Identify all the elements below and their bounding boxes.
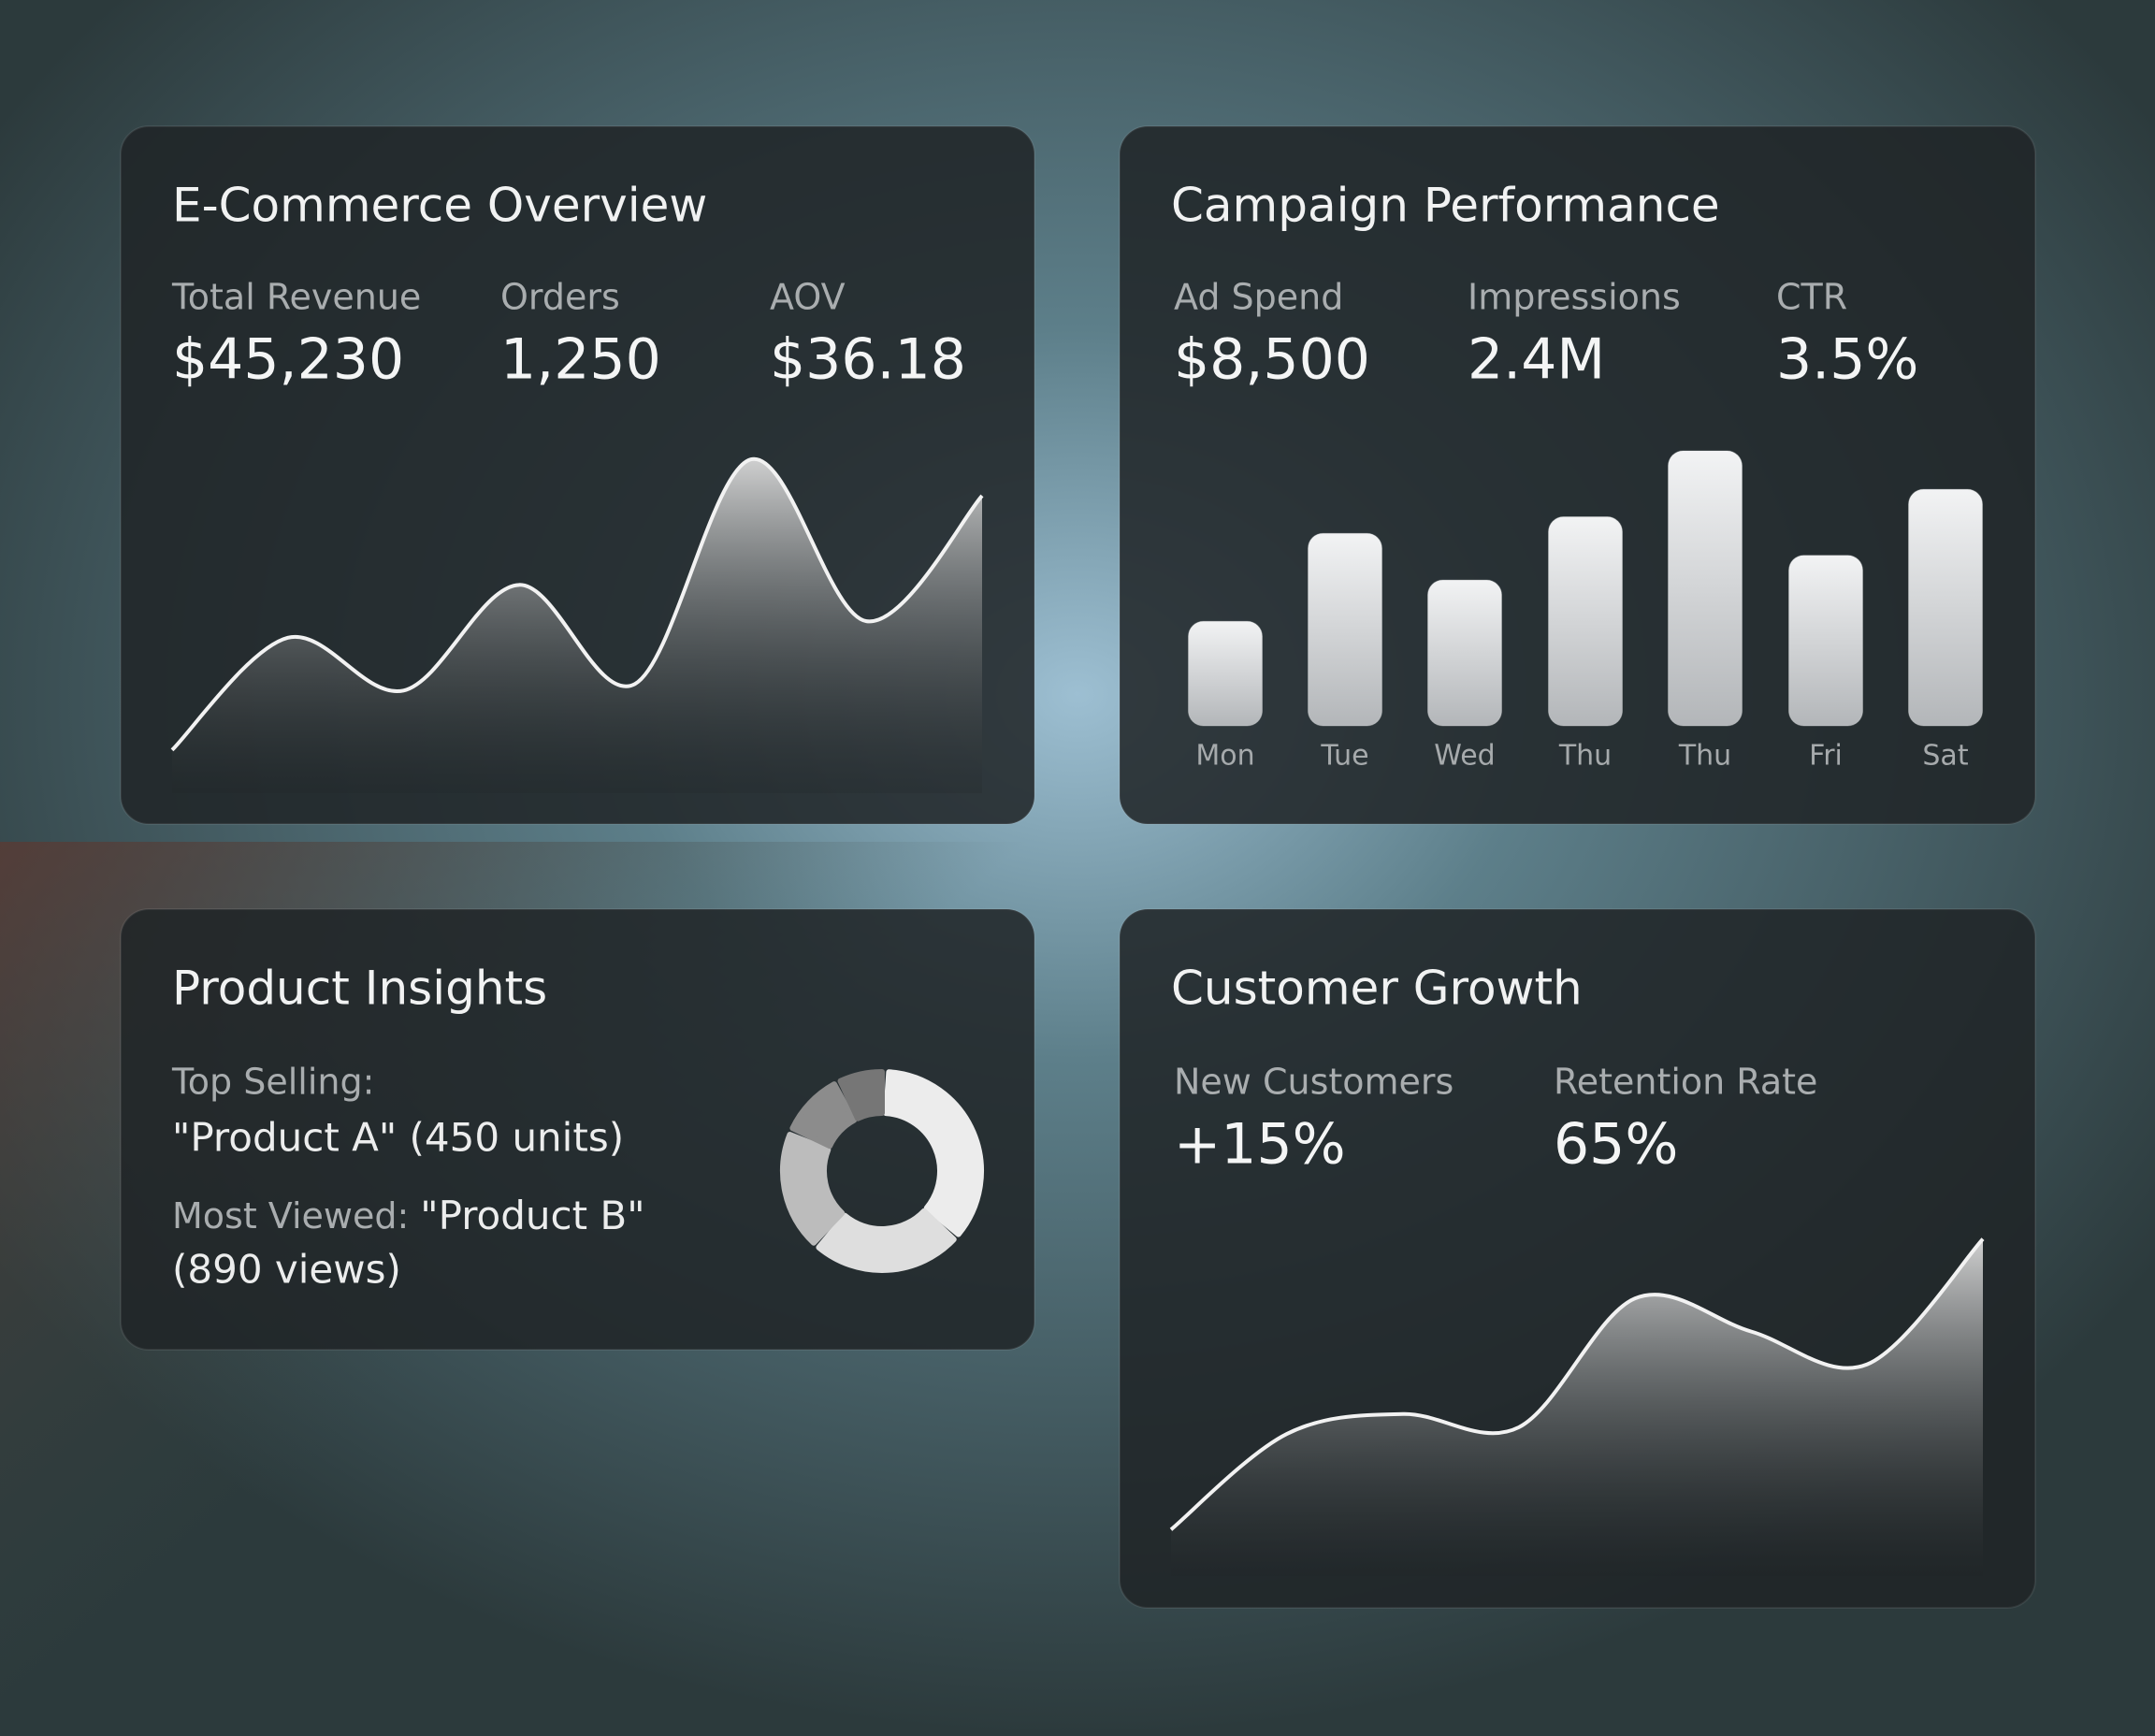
card xyxy=(120,908,1035,1351)
metric-label: CTR xyxy=(1776,277,1847,318)
donut-segment xyxy=(837,1069,885,1121)
bar-label: Wed xyxy=(1434,740,1495,773)
area-line xyxy=(170,457,984,752)
bar-label: Thu xyxy=(1558,740,1612,773)
bar xyxy=(1427,579,1502,727)
bar-label: Fri xyxy=(1809,740,1843,773)
top-selling-value: "Product A" (450 units) xyxy=(172,1115,624,1161)
metric-label: AOV xyxy=(770,277,846,318)
metric-value: +15% xyxy=(1174,1112,1346,1178)
metric-label: Total Revenue xyxy=(171,277,421,318)
metric-value: 3.5% xyxy=(1776,327,1918,393)
card-title: Campaign Performance xyxy=(1171,179,1720,233)
metric-label: Orders xyxy=(500,277,620,318)
top-selling-label: Top Selling: xyxy=(171,1062,374,1103)
metric-value: $8,500 xyxy=(1174,327,1370,393)
bar xyxy=(1548,516,1623,727)
bar-label: Sat xyxy=(1922,740,1968,773)
metric-label: Retention Rate xyxy=(1554,1062,1817,1103)
area-fill xyxy=(172,458,982,793)
card-title: Customer Growth xyxy=(1171,962,1583,1016)
bar-label: Thu xyxy=(1678,740,1731,773)
metric-label: Ad Spend xyxy=(1174,277,1343,318)
bar-label: Tue xyxy=(1320,740,1368,773)
most-viewed-label: Most Viewed: xyxy=(172,1195,409,1237)
most-viewed-detail: (890 views) xyxy=(172,1247,401,1293)
metric-value: $36.18 xyxy=(770,327,966,393)
most-viewed: Most Viewed: "Product B" xyxy=(172,1193,645,1238)
metric-value: $45,230 xyxy=(172,327,404,393)
most-viewed-value: "Product B" xyxy=(420,1193,644,1238)
card-title: Product Insights xyxy=(172,962,547,1016)
donut-segment xyxy=(789,1081,858,1150)
area-fill xyxy=(1171,1238,1983,1576)
card-title: E-Commerce Overview xyxy=(172,179,707,233)
metric-value: 65% xyxy=(1554,1112,1678,1178)
donut-segment xyxy=(883,1069,984,1237)
metric-label: New Customers xyxy=(1174,1062,1454,1103)
metric-label: Impressions xyxy=(1468,277,1681,318)
bar xyxy=(1188,620,1263,727)
metric-value: 2.4M xyxy=(1468,327,1605,393)
area-line xyxy=(1169,1237,1985,1531)
donut-segment xyxy=(780,1131,846,1246)
donut-segment xyxy=(816,1208,957,1273)
bar xyxy=(1908,488,1983,727)
bar xyxy=(1308,532,1382,727)
bar xyxy=(1788,555,1863,727)
metric-value: 1,250 xyxy=(500,327,661,393)
bar-label: Mon xyxy=(1195,740,1254,773)
bar xyxy=(1668,450,1743,727)
